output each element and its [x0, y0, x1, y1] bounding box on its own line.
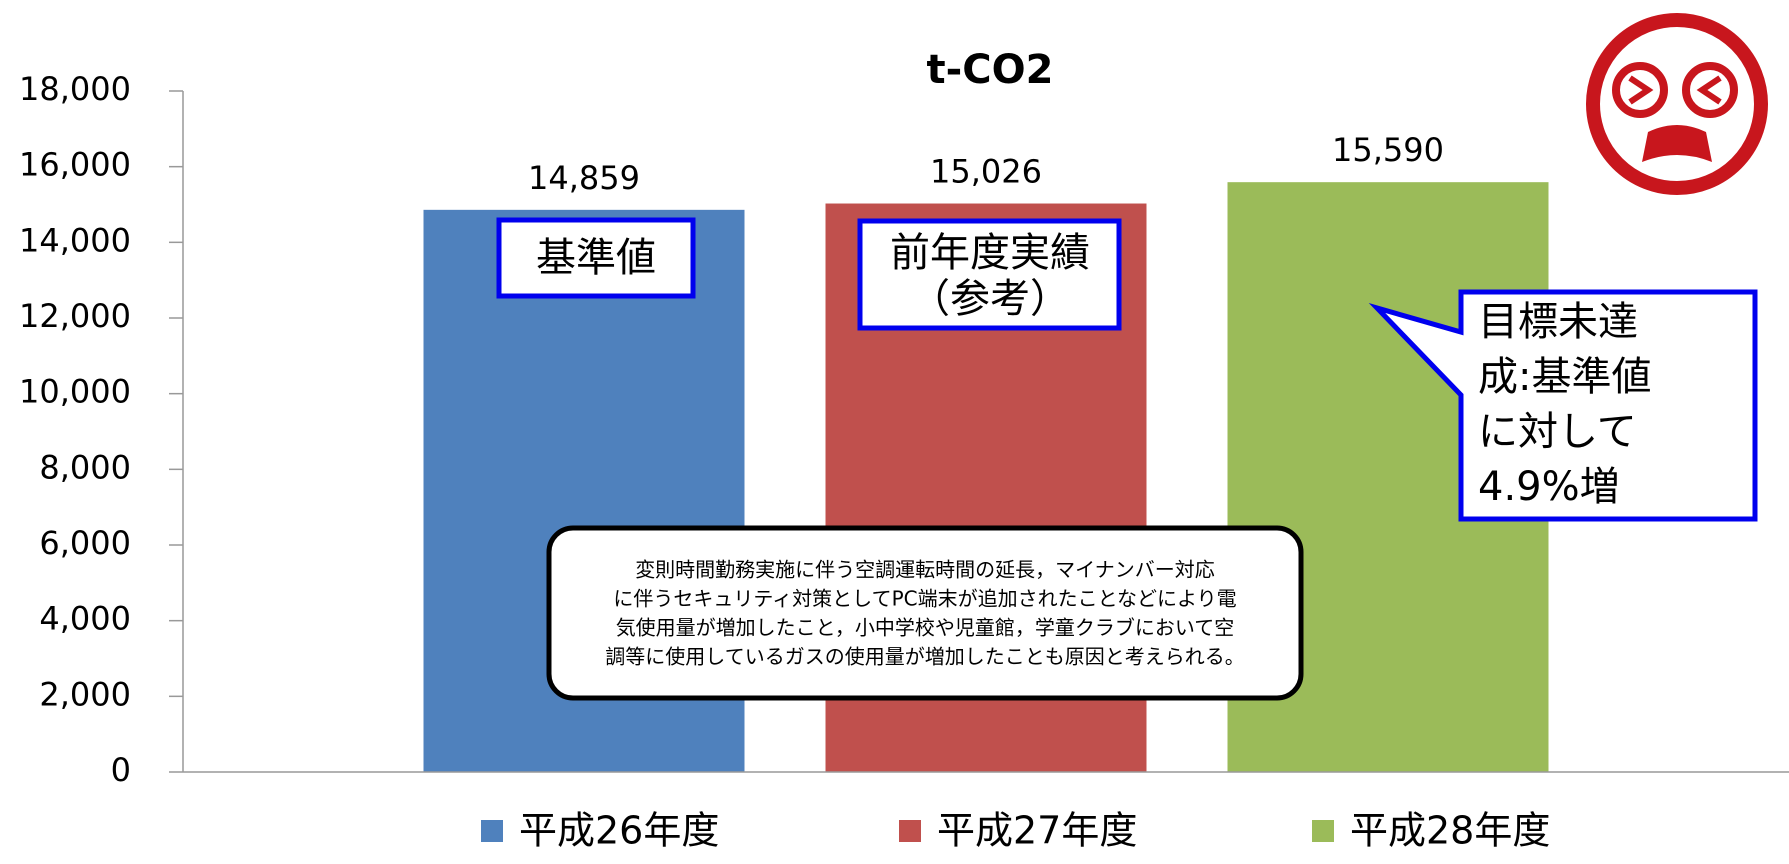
callout-text: 成:基準値	[1478, 354, 1651, 400]
y-tick-label: 16,000	[19, 146, 131, 184]
data-label: 15,026	[930, 153, 1042, 191]
callout-text: 目標未達	[1478, 299, 1638, 345]
icon-mouth	[1642, 125, 1712, 162]
y-tick-label: 8,000	[39, 448, 131, 486]
y-tick-label: 0	[111, 751, 131, 789]
y-tick-label: 14,000	[19, 221, 131, 259]
legend-label: 平成27年度	[937, 809, 1137, 853]
label-box	[496, 217, 696, 299]
data-label: 14,859	[528, 159, 640, 197]
icon-ring	[1586, 13, 1768, 195]
icon-eye	[1682, 62, 1738, 118]
note-box	[546, 525, 1304, 701]
callout-text: に対して	[1478, 409, 1637, 455]
y-tick-label: 2,000	[39, 675, 131, 713]
label-text: （参考）	[910, 276, 1070, 322]
y-tick-label: 18,000	[19, 70, 131, 108]
legend-swatch	[899, 820, 921, 842]
y-tick-label: 6,000	[39, 524, 131, 562]
y-tick-label: 12,000	[19, 297, 131, 335]
legend-label: 平成28年度	[1350, 809, 1550, 853]
y-tick-label: 10,000	[19, 373, 131, 411]
legend-label: 平成26年度	[519, 809, 719, 853]
note-text: 気使用量が増加したこと，小中学校や児童館，学童クラブにおいて空	[616, 616, 1235, 640]
data-label: 15,590	[1332, 131, 1444, 169]
icon	[1586, 13, 1768, 195]
y-tick-label: 4,000	[39, 600, 131, 638]
label-box	[857, 218, 1122, 331]
label-text: 前年度実績	[890, 230, 1090, 276]
note-text: 調等に使用しているガスの使用量が増加したことも原因と考えられる。	[605, 645, 1244, 669]
icon-eye	[1612, 62, 1668, 118]
note-text: 変則時間勤務実施に伴う空調運転時間の延長，マイナンバー対応	[635, 558, 1215, 582]
label-text: 基準値	[536, 235, 656, 281]
icon-brows	[1628, 75, 1722, 105]
legend-swatch	[481, 820, 503, 842]
chart-title: t-CO2	[927, 47, 1054, 93]
legend-swatch	[1312, 820, 1334, 842]
callout-box	[1368, 289, 1758, 522]
callout-text: 4.9%増	[1478, 464, 1620, 510]
note-text: に伴うセキュリティ対策としてPC端末が追加されたことなどにより電	[613, 587, 1236, 611]
